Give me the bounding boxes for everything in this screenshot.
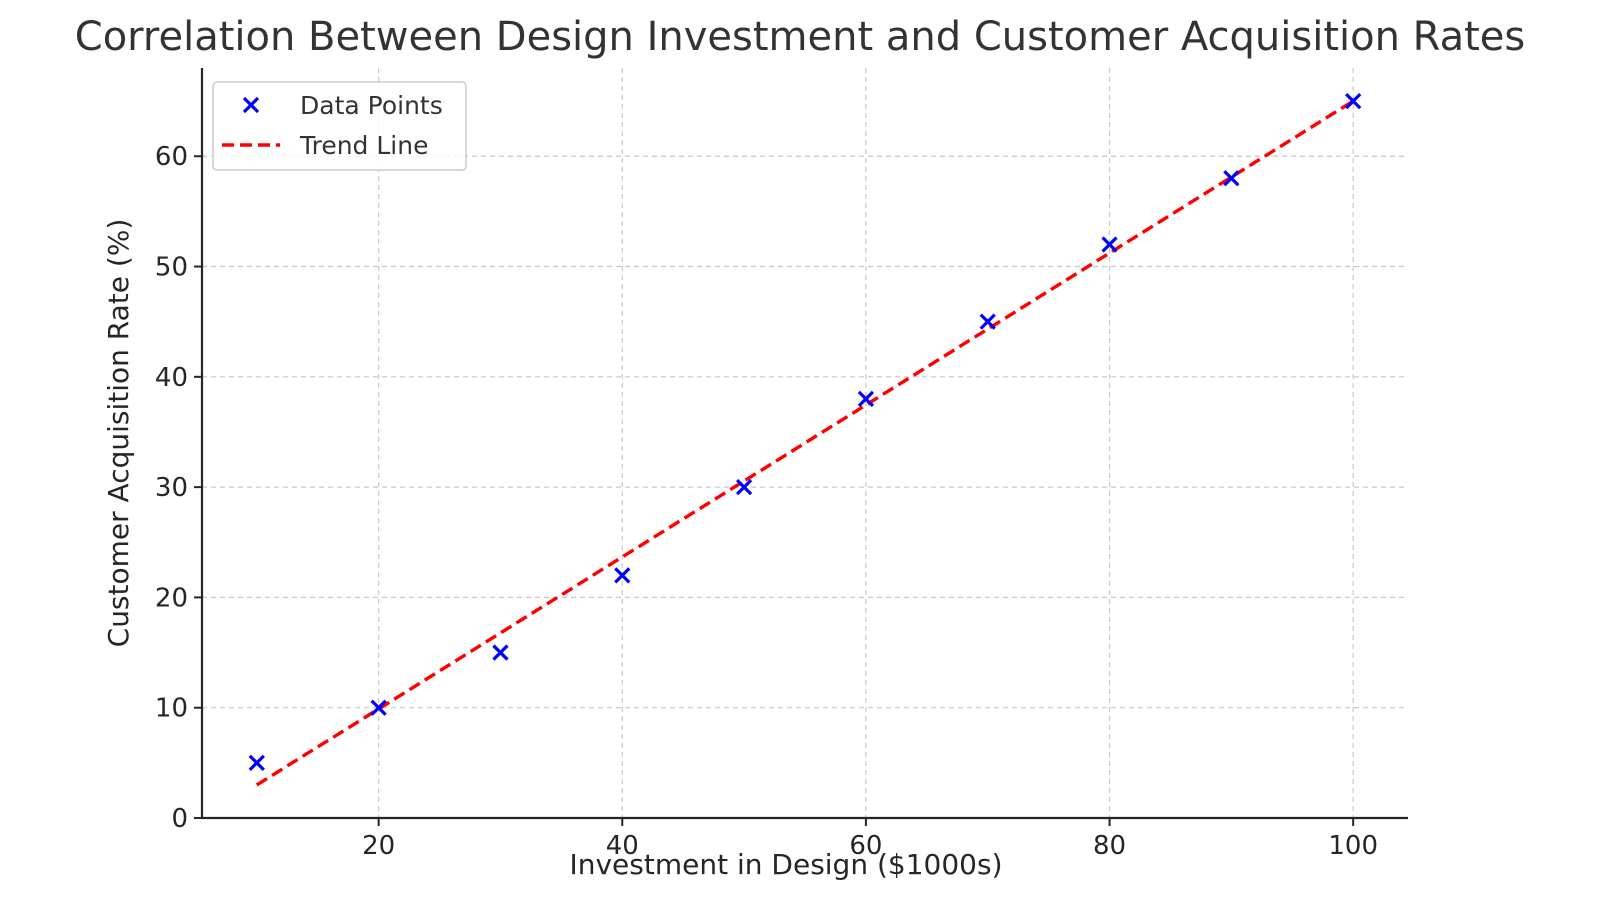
data-point — [614, 567, 631, 584]
legend-label: Trend Line — [299, 131, 428, 160]
trend-line — [255, 99, 1355, 787]
y-tick-label: 30 — [155, 473, 188, 503]
tick-labels: 20 40 60 80 100 0 10 20 30 40 50 60 — [155, 142, 1378, 861]
x-tick-label: 100 — [1328, 831, 1378, 861]
plot-area — [248, 92, 1362, 787]
y-axis-label: Customer Acquisition Rate (%) — [102, 219, 135, 648]
x-tick-label: 20 — [362, 831, 395, 861]
data-point — [492, 644, 509, 661]
legend-entries: Data Points Trend Line — [222, 91, 443, 160]
data-point — [979, 313, 996, 330]
legend-marker-data-points — [242, 96, 260, 114]
y-tick-label: 40 — [155, 363, 188, 393]
data-point — [1345, 92, 1362, 110]
data-point — [735, 478, 753, 496]
y-tick-label: 20 — [155, 583, 188, 613]
x-tick-label: 80 — [1093, 831, 1126, 861]
legend: Data Points Trend Line — [212, 81, 467, 171]
chart-title: Correlation Between Design Investment an… — [75, 14, 1525, 60]
data-point — [248, 754, 265, 771]
x-tick-label: 60 — [849, 831, 882, 861]
data-point — [1223, 170, 1240, 187]
axes — [194, 68, 1408, 826]
data-point — [857, 390, 875, 408]
y-tick-label: 0 — [171, 804, 188, 834]
y-tick-label: 10 — [155, 694, 188, 724]
y-tick-label: 60 — [155, 142, 188, 172]
legend-label: Data Points — [300, 91, 443, 120]
data-point — [370, 699, 387, 716]
legend-box — [212, 81, 467, 171]
x-axis-label: Investment in Design ($1000s) — [569, 848, 1002, 881]
x-tick-label: 40 — [606, 831, 639, 861]
y-tick-label: 50 — [155, 253, 188, 283]
data-point — [1101, 236, 1118, 253]
